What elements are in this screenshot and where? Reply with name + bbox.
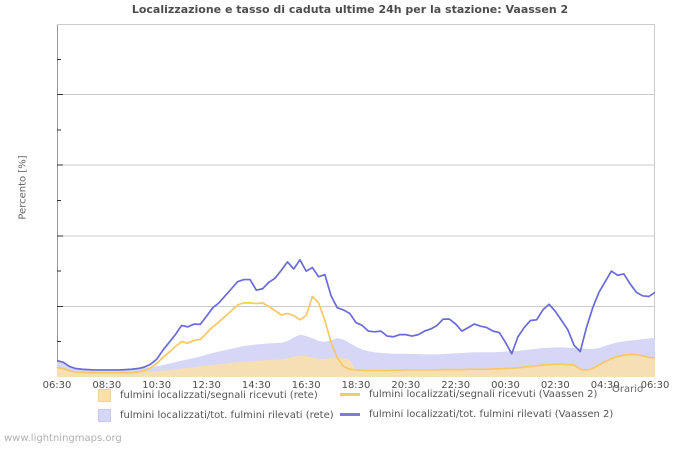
legend-label-3: fulmini localizzati/tot. fulmini rilevat… [369,409,614,420]
x-tick-label: 18:30 [341,380,371,391]
x-tick-label: 12:30 [192,380,221,391]
chart-legend: fulmini localizzati/segnali ricevuti (re… [0,389,700,429]
legend-swatch-area-orange [98,389,111,402]
line-vaassen-segnali [57,295,655,374]
x-tick-label: 00:30 [491,380,520,391]
x-tick-label: 10:30 [142,380,172,391]
watermark: www.lightningmaps.org [4,433,122,444]
legend-item-area-rete-totale[interactable]: fulmini localizzati/tot. fulmini rilevat… [98,409,334,422]
plot-area [57,24,655,377]
x-tick-label: 06:30 [640,380,670,391]
legend-label-0: fulmini localizzati/segnali ricevuti (re… [120,390,318,401]
x-tick-label: 06:30 [42,380,72,391]
area-rete-segnali [57,354,655,377]
y-axis-label: Percento [%] [17,155,29,220]
x-tick-label: 02:30 [540,380,570,391]
x-tick-label: 04:30 [590,380,620,391]
x-tick-label: 22:30 [441,380,471,391]
legend-row-1: fulmini localizzati/segnali ricevuti (re… [0,389,700,405]
line-vaassen-totale [57,258,655,371]
legend-swatch-line-orange [340,393,360,396]
x-tick-label: 20:30 [391,380,421,391]
legend-label-1: fulmini localizzati/segnali ricevuti (Va… [369,389,598,400]
legend-row-2: fulmini localizzati/tot. fulmini rilevat… [0,409,700,425]
x-tick-label: 16:30 [291,380,321,391]
x-tick-label: 08:30 [92,380,122,391]
chart-title: Localizzazione e tasso di caduta ultime … [131,3,569,16]
legend-item-area-rete-segnali[interactable]: fulmini localizzati/segnali ricevuti (re… [98,389,318,402]
chart-canvas [57,24,655,377]
x-tick-label: 14:30 [241,380,271,391]
legend-label-2: fulmini localizzati/tot. fulmini rilevat… [120,410,334,421]
legend-item-line-vaassen-segnali[interactable]: fulmini localizzati/segnali ricevuti (Va… [340,389,597,400]
legend-swatch-area-lavender [98,409,111,422]
legend-swatch-line-blue [340,413,360,416]
legend-item-line-vaassen-totale[interactable]: fulmini localizzati/tot. fulmini rilevat… [340,409,613,420]
x-axis-label: Orario [612,384,644,395]
